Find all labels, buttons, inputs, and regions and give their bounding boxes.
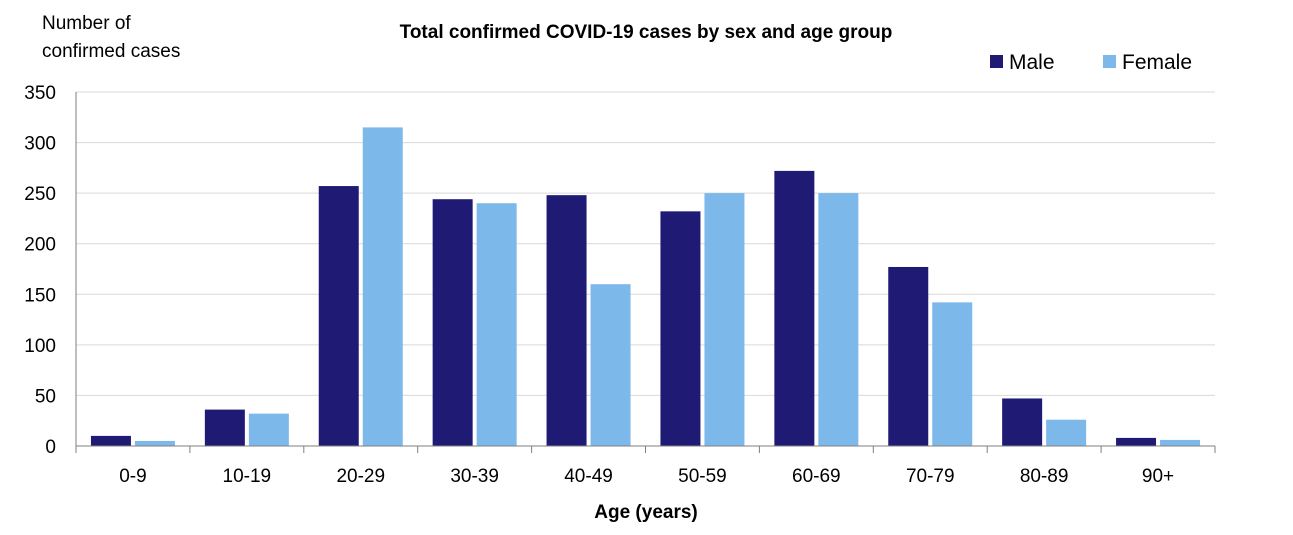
bar-male-0-9	[90, 435, 131, 446]
legend-label-female: Female	[1122, 51, 1192, 74]
bar-male-20-29	[318, 186, 359, 446]
bars	[90, 127, 1201, 447]
bar-male-30-39	[432, 199, 473, 446]
x-tick-label: 40-49	[564, 466, 613, 487]
y-tick-label: 300	[24, 134, 56, 155]
y-tick-labels: 0 50 100 150 200 250 300 350	[24, 83, 56, 458]
y-tick-label: 50	[35, 386, 56, 407]
y-tick-label: 150	[24, 285, 56, 306]
bar-female-80-89	[1046, 419, 1087, 446]
bar-male-10-19	[204, 409, 245, 446]
y-tick-label: 200	[24, 235, 56, 256]
bar-female-60-69	[818, 193, 859, 446]
x-tick-label: 50-59	[678, 466, 727, 487]
y-tick-label: 250	[24, 184, 56, 205]
bar-female-40-49	[590, 284, 631, 446]
y-axis-label: Number of confirmed cases	[42, 10, 180, 66]
bar-male-40-49	[546, 195, 587, 446]
bar-male-80-89	[1002, 398, 1043, 446]
x-tick-label: 10-19	[223, 466, 272, 487]
x-tick-labels: 0-9 10-19 20-29 30-39 40-49 50-59 60-69 70-79 80…	[119, 466, 1174, 487]
y-axis-label-line1: Number of	[42, 13, 131, 34]
axes	[75, 92, 1216, 453]
x-tick-label: 70-79	[906, 466, 955, 487]
x-tick-label: 20-29	[336, 466, 385, 487]
x-axis-title: Age (years)	[594, 502, 698, 523]
y-tick-label: 350	[24, 83, 56, 104]
bar-male-70-79	[888, 266, 929, 446]
legend: Male Female	[990, 51, 1192, 74]
y-tick-label: 0	[45, 437, 56, 458]
bar-female-30-39	[476, 203, 517, 446]
y-tick-label: 100	[24, 336, 56, 357]
legend-swatch-female	[1103, 55, 1116, 68]
bar-female-90+	[1160, 439, 1201, 446]
legend-label-male: Male	[1009, 51, 1055, 74]
legend-swatch-male	[990, 55, 1003, 68]
x-tick-label: 90+	[1142, 466, 1174, 487]
bar-female-0-9	[134, 440, 175, 446]
bar-female-50-59	[704, 193, 745, 446]
bar-male-50-59	[660, 211, 701, 446]
bar-male-60-69	[774, 170, 815, 447]
bar-female-20-29	[362, 127, 403, 447]
x-tick-label: 60-69	[792, 466, 841, 487]
bar-male-90+	[1116, 437, 1157, 446]
x-tick-label: 0-9	[119, 466, 146, 487]
chart-title: Total confirmed COVID-19 cases by sex an…	[400, 22, 893, 43]
x-tick-label: 80-89	[1020, 466, 1069, 487]
bar-female-70-79	[932, 302, 973, 446]
x-tick-label: 30-39	[450, 466, 499, 487]
gridlines	[76, 91, 1215, 396]
y-axis-label-line2: confirmed cases	[42, 41, 181, 62]
bar-female-10-19	[248, 413, 289, 446]
